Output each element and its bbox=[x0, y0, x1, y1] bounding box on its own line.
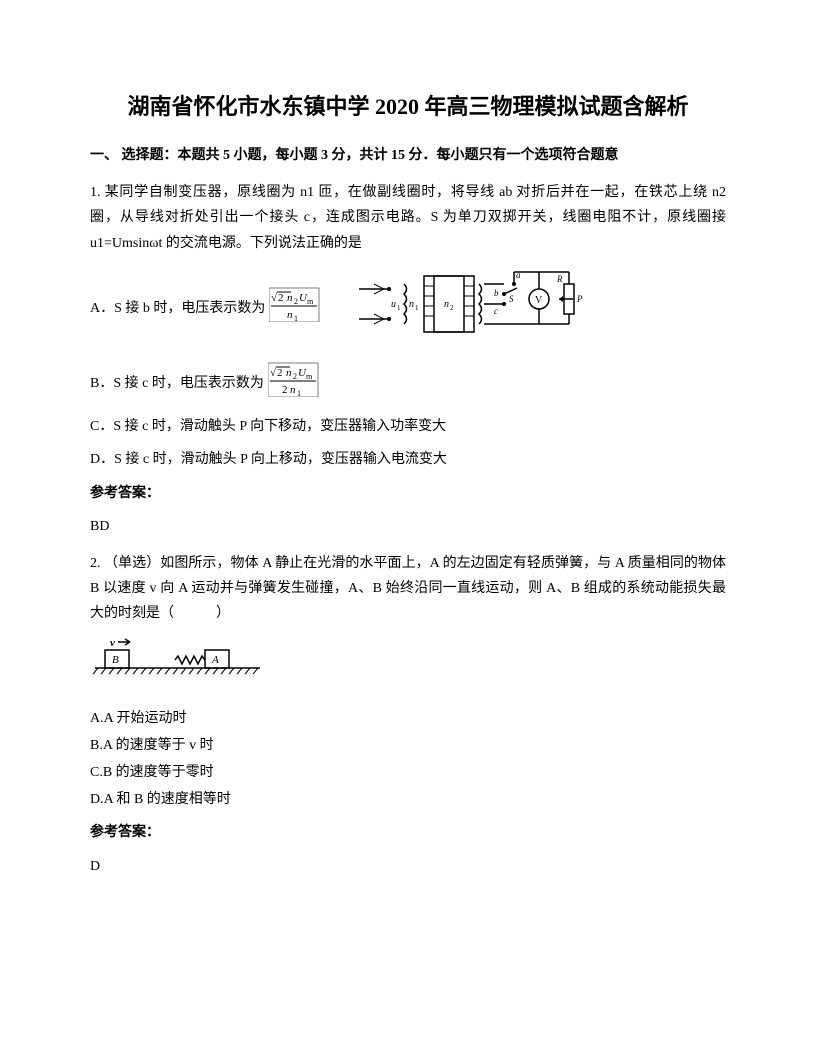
svg-text:b: b bbox=[494, 288, 499, 298]
formula-a: √ 2 n 2 U m n 1 bbox=[269, 286, 325, 331]
svg-text:n: n bbox=[287, 292, 293, 304]
question-1-option-a: A．S 接 b 时，电压表示数为 √ 2 n 2 U m n 1 u 1 n bbox=[90, 264, 726, 353]
answer-2: D bbox=[90, 854, 726, 879]
svg-text:2: 2 bbox=[294, 297, 298, 306]
svg-text:2: 2 bbox=[450, 304, 454, 312]
answer-label-2: 参考答案： bbox=[90, 820, 726, 845]
svg-text:1: 1 bbox=[297, 389, 301, 397]
svg-text:B: B bbox=[112, 654, 119, 666]
svg-text:2: 2 bbox=[278, 292, 284, 304]
svg-text:1: 1 bbox=[397, 304, 401, 312]
svg-text:1: 1 bbox=[294, 314, 298, 322]
option-a-prefix: A．S 接 b 时，电压表示数为 bbox=[90, 296, 265, 321]
question-1-option-b: B．S 接 c 时，电压表示数为 √ 2 n 2 U m 2 n 1 bbox=[90, 361, 726, 406]
svg-text:R: R bbox=[556, 274, 563, 284]
svg-text:P: P bbox=[576, 294, 583, 304]
svg-text:A: A bbox=[211, 654, 219, 666]
svg-text:S: S bbox=[509, 294, 514, 304]
svg-text:1: 1 bbox=[415, 304, 419, 312]
answer-label-1: 参考答案： bbox=[90, 481, 726, 506]
svg-text:n: n bbox=[444, 299, 449, 310]
section-header: 一、 选择题：本题共 5 小题，每小题 3 分，共计 15 分．每小题只有一个选… bbox=[90, 143, 726, 168]
page-title: 湖南省怀化市水东镇中学 2020 年高三物理模拟试题含解析 bbox=[90, 90, 726, 123]
question-1-text: 1. 某同学自制变压器，原线圈为 n1 匝，在做副线圈时，将导线 ab 对折后并… bbox=[90, 180, 726, 256]
svg-text:2: 2 bbox=[282, 384, 288, 396]
svg-text:a: a bbox=[516, 270, 521, 280]
question-2-option-d: D.A 和 B 的速度相等时 bbox=[90, 787, 726, 812]
svg-text:2: 2 bbox=[277, 367, 283, 379]
question-2-option-b: B.A 的速度等于 v 时 bbox=[90, 733, 726, 758]
answer-1: BD bbox=[90, 514, 726, 539]
svg-text:v: v bbox=[110, 637, 115, 649]
svg-text:n: n bbox=[409, 299, 414, 310]
svg-text:√: √ bbox=[271, 292, 278, 304]
svg-text:u: u bbox=[391, 299, 396, 310]
svg-text:c: c bbox=[494, 306, 498, 316]
svg-text:n: n bbox=[286, 367, 292, 379]
question-2-option-c: C.B 的速度等于零时 bbox=[90, 760, 726, 785]
question-2-option-a: A.A 开始运动时 bbox=[90, 706, 726, 731]
svg-text:n: n bbox=[287, 309, 293, 321]
svg-text:n: n bbox=[290, 384, 296, 396]
spring-diagram: v B A bbox=[90, 636, 726, 695]
svg-text:m: m bbox=[307, 297, 314, 306]
circuit-diagram: u 1 n 1 n 2 b c S bbox=[349, 264, 589, 353]
option-b-prefix: B．S 接 c 时，电压表示数为 bbox=[90, 371, 264, 396]
svg-text:V: V bbox=[535, 295, 543, 306]
question-1-option-c: C．S 接 c 时，滑动触头 P 向下移动，变压器输入功率变大 bbox=[90, 414, 726, 439]
question-2-text: 2. （单选）如图所示，物体 A 静止在光滑的水平面上，A 的左边固定有轻质弹簧… bbox=[90, 551, 726, 627]
svg-text:2: 2 bbox=[293, 372, 297, 381]
question-1-option-d: D．S 接 c 时，滑动触头 P 向上移动，变压器输入电流变大 bbox=[90, 447, 726, 472]
formula-b: √ 2 n 2 U m 2 n 1 bbox=[268, 361, 324, 406]
svg-text:√: √ bbox=[270, 367, 277, 379]
svg-text:m: m bbox=[306, 372, 313, 381]
